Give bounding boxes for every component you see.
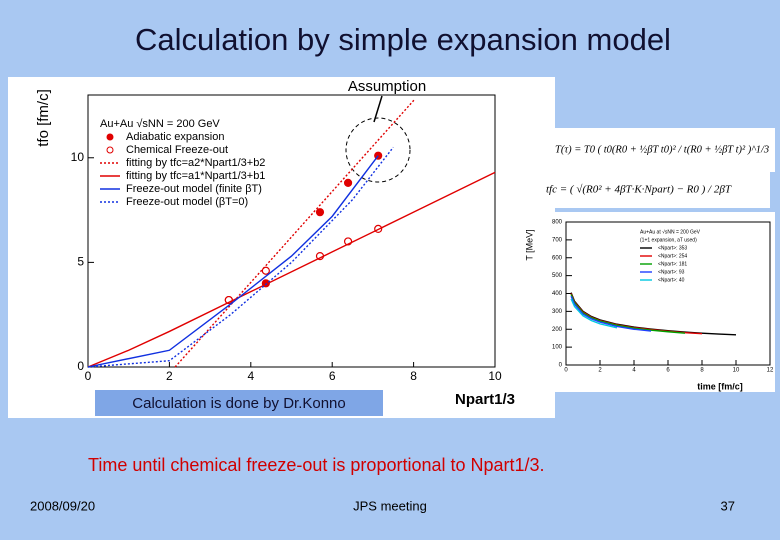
data-line [570, 295, 652, 332]
x-tick-label: 4 [247, 369, 254, 383]
formula-box [540, 172, 770, 208]
x-tick-label: 0 [85, 369, 92, 383]
y-tick-label: 5 [77, 255, 84, 269]
plot-frame [87, 94, 496, 368]
formula-box [548, 128, 775, 172]
formula: tfc = ( √(R0² + 4βT·K·Npart) − R0 ) / 2β… [546, 184, 732, 196]
data-point [343, 178, 353, 187]
y-tick-label: 500 [552, 273, 563, 279]
callout-circle [345, 117, 411, 183]
date: 2008/09/20 [30, 498, 95, 513]
y-tick-label: 10 [71, 150, 85, 164]
y-tick-label: 0 [559, 363, 563, 369]
data-line [570, 298, 618, 329]
x-tick-label: 10 [733, 367, 740, 373]
y-axis-label: T [MeV] [524, 229, 534, 260]
x-tick-label: 2 [166, 369, 173, 383]
event: JPS meeting [353, 498, 427, 513]
legend-label: <Npart>: 254 [658, 253, 687, 259]
legend-marker [106, 133, 114, 141]
legend-label: Adiabatic expansion [126, 131, 224, 143]
x-tick-label: 0 [564, 367, 568, 373]
y-tick-label: 0 [77, 359, 84, 373]
title: Calculation by simple expansion model [135, 22, 671, 57]
inset-panel [555, 212, 775, 392]
conclusion: Time until chemical freeze-out is propor… [88, 455, 545, 475]
credit: Calculation is done by Dr.Konno [132, 395, 345, 412]
x-tick-label: 6 [329, 369, 336, 383]
y-tick-label: 300 [552, 309, 563, 315]
data-line [87, 155, 379, 368]
formula: T(τ) = T0 ( t0(R0 + ½βT t0)² / t(R0 + ½β… [555, 144, 769, 155]
x-tick-label: 10 [488, 369, 502, 383]
x-tick-label: 8 [410, 369, 417, 383]
legend-label: <Npart>: 181 [658, 261, 687, 267]
y-tick-label: 400 [552, 291, 563, 297]
legend-label: fitting by tfc=a2*Npart1/3+b2 [126, 157, 265, 169]
legend-title: Au+Au √sNN = 200 GeV [100, 118, 220, 130]
legend-label: <Npart>: 40 [658, 277, 685, 283]
legend-label: Freeze-out model (βT=0) [126, 196, 248, 208]
data-line [87, 146, 394, 368]
x-axis-label: Npart1/3 [455, 391, 515, 408]
legend-label: <Npart>: 353 [658, 245, 687, 251]
data-point [315, 208, 325, 217]
callout: Assumption [348, 78, 426, 95]
y-tick-label: 700 [552, 237, 563, 243]
legend-label: Chemical Freeze-out [126, 144, 228, 156]
y-tick-label: 800 [552, 220, 563, 226]
y-tick-label: 100 [552, 345, 563, 351]
x-axis-label: time [fm/c] [697, 381, 743, 391]
legend-title: Au+Au at √sNN = 200 GeV [640, 228, 701, 235]
credit-banner [95, 390, 383, 416]
data-line [87, 171, 496, 368]
x-tick-label: 8 [700, 367, 704, 373]
y-tick-label: 200 [552, 327, 563, 333]
legend-label: <Npart>: 93 [658, 269, 685, 275]
legend-marker [106, 146, 114, 154]
data-point [261, 266, 270, 275]
x-tick-label: 6 [666, 367, 670, 373]
legend-subtitle: (1+1 expansion, aT used) [640, 237, 697, 243]
x-tick-label: 2 [598, 367, 602, 373]
y-axis-label: tfo [fm/c] [35, 89, 52, 147]
page-number: 37 [721, 498, 735, 513]
legend-label: Freeze-out model (finite βT) [126, 183, 262, 195]
legend-label: fitting by tfc=a1*Npart1/3+b1 [126, 170, 265, 182]
x-tick-label: 4 [632, 367, 636, 373]
data-line [570, 294, 686, 334]
y-tick-label: 600 [552, 255, 563, 261]
x-tick-label: 12 [767, 367, 774, 373]
